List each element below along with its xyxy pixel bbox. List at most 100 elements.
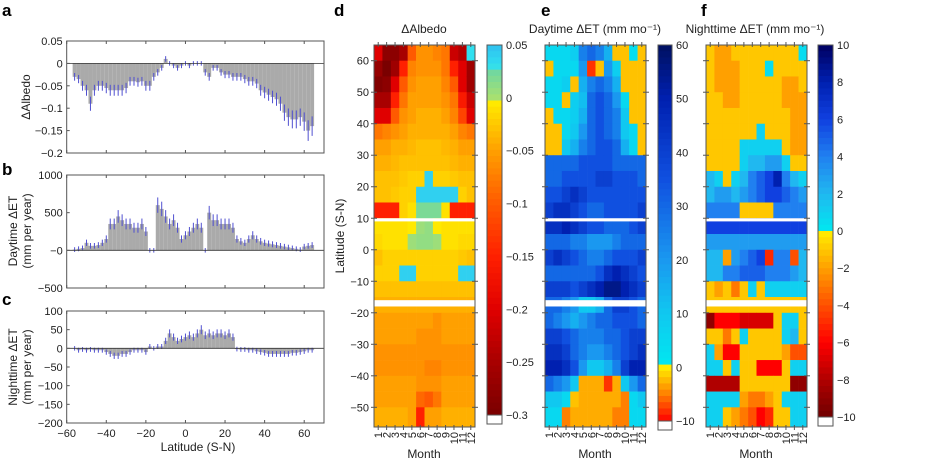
- heatmap-cell-d: [432, 60, 442, 77]
- heatmap-cell-e: [637, 107, 647, 125]
- y-tick-label-c: −150: [38, 399, 63, 411]
- heatmap-cell-e: [603, 249, 613, 266]
- heatmap-cell-d: [407, 375, 417, 392]
- heatmap-cell-e: [545, 218, 554, 235]
- heatmap-cell-f: [790, 186, 799, 203]
- colorbar-segment-e: [658, 301, 672, 309]
- heatmap-cell-e: [595, 360, 605, 377]
- heatmap-cell-d: [374, 249, 383, 266]
- heatmap-cell-d: [416, 391, 425, 408]
- bar-a: [132, 63, 136, 82]
- heatmap-cell-d: [449, 155, 459, 172]
- colorbar-segment-f: [818, 330, 833, 337]
- bar-a: [254, 63, 259, 84]
- heatmap-cell-e: [561, 92, 571, 109]
- colorbar-tick-label-f: 10: [837, 40, 849, 52]
- heatmap-cell-f: [764, 391, 774, 408]
- heatmap-cell-d: [432, 281, 442, 298]
- heatmap-cell-d: [382, 155, 392, 172]
- heatmap-cell-d: [390, 281, 400, 298]
- heatmap-cell-d: [390, 344, 400, 361]
- panel-b-ylabel-line1: Daytime ΔET: [6, 195, 20, 266]
- heatmap-cell-f: [756, 107, 766, 125]
- heatmap-cell-f: [731, 249, 740, 266]
- heatmap-cell-f: [764, 76, 774, 93]
- heatmap-cell-d: [449, 249, 459, 266]
- heatmap-cell-d: [424, 170, 434, 188]
- heatmap-cell-d: [432, 123, 442, 140]
- bar-c: [223, 335, 228, 349]
- colorbar-segment-f: [818, 131, 833, 139]
- heatmap-cell-d: [399, 170, 408, 188]
- heatmap-cell-d: [399, 249, 408, 266]
- heatmap-cell-e: [561, 391, 571, 408]
- bar-c: [207, 333, 212, 349]
- heatmap-cell-d: [390, 76, 400, 93]
- heatmap-cell-f: [764, 360, 774, 377]
- bar-b: [104, 239, 109, 251]
- heatmap-cell-e: [545, 107, 554, 125]
- heatmap-cell-e: [561, 328, 571, 345]
- colorbar-tick-label-d: −0.2: [506, 304, 528, 316]
- heatmap-cell-f: [790, 60, 799, 77]
- heatmap-cell-f: [706, 202, 715, 219]
- month-label-e: 3: [561, 432, 573, 438]
- heatmap-cell-f: [748, 312, 757, 329]
- heatmap-cell-e: [603, 328, 613, 345]
- bar-b: [175, 227, 180, 251]
- heatmap-cell-e: [587, 92, 596, 109]
- heatmap-cell-d: [399, 92, 408, 109]
- y-tick-label-c: 50: [50, 325, 62, 337]
- heatmap-cell-d: [416, 139, 425, 156]
- heatmap-cell-e: [629, 218, 638, 235]
- heatmap-cell-e: [587, 202, 596, 219]
- colorbar-segment-f: [818, 305, 833, 312]
- colorbar-segment-f: [818, 249, 833, 257]
- colorbar-segment-f: [818, 144, 833, 151]
- heatmap-cell-f: [798, 407, 808, 428]
- heatmap-cell-f: [739, 92, 749, 109]
- colorbar-segment-e: [658, 201, 672, 209]
- heatmap-cell-d: [374, 123, 383, 140]
- heatmap-cell-d: [424, 234, 434, 251]
- heatmap-cell-f: [748, 44, 757, 61]
- month-label-d: 7: [424, 432, 436, 438]
- colorbar-segment-d: [487, 390, 502, 397]
- bar-c: [187, 335, 192, 349]
- heatmap-cell-f: [739, 218, 749, 235]
- heatmap-cell-d: [399, 60, 408, 77]
- bar-b: [100, 242, 105, 251]
- bar-b: [159, 208, 164, 251]
- bar-a: [116, 63, 121, 91]
- heatmap-cell-f: [790, 265, 799, 282]
- panel-letter-f: f: [701, 1, 707, 20]
- bar-b: [135, 227, 140, 251]
- heatmap-cell-d: [449, 139, 459, 156]
- heatmap-cell-d: [407, 92, 417, 109]
- heatmap-cell-e: [595, 107, 605, 125]
- month-label-d: 2: [382, 432, 394, 438]
- panel-c-ylabel-line2: (mm per year): [20, 329, 34, 404]
- heatmap-cell-d: [374, 92, 383, 109]
- heatmap-cell-f: [781, 76, 791, 93]
- heatmap-cell-f: [706, 123, 715, 140]
- colorbar-segment-f: [818, 392, 833, 399]
- heatmap-cell-e: [620, 44, 630, 61]
- bar-b: [167, 223, 172, 251]
- colorbar-segment-d: [487, 162, 502, 169]
- month-label-f: 6: [747, 432, 759, 438]
- heatmap-cell-d: [466, 202, 476, 219]
- bar-a: [238, 63, 243, 77]
- heatmap-cell-d: [399, 218, 408, 235]
- heatmap-cell-d: [449, 265, 459, 282]
- colorbar-segment-d: [487, 143, 502, 151]
- colorbar-nodata-box-d: [486, 414, 503, 425]
- heatmap-cell-f: [731, 123, 740, 140]
- heatmap-cell-f: [706, 139, 715, 156]
- bar-a: [262, 63, 267, 93]
- colorbar-segment-d: [487, 217, 502, 225]
- heatmap-cell-d: [458, 60, 467, 77]
- heatmap-cell-e: [620, 249, 630, 266]
- heatmap-cell-e: [637, 281, 647, 298]
- heatmap-cell-e: [595, 407, 605, 428]
